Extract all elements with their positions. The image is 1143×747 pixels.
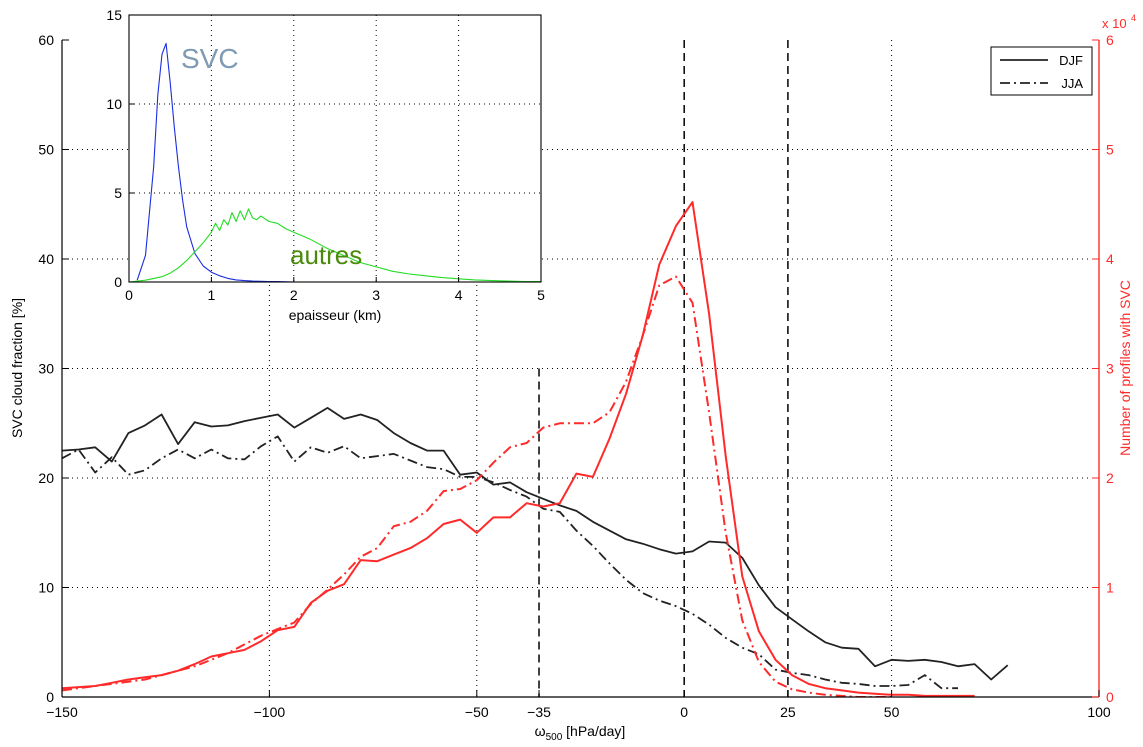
y-tick-label-right: 2 — [1106, 470, 1114, 486]
legend-label: DJF — [1059, 53, 1083, 68]
x-tick-label: 25 — [780, 704, 796, 720]
y-axis-label-left: SVC cloud fraction [%] — [9, 298, 25, 438]
y-tick-label-right: 3 — [1106, 361, 1114, 377]
right-axis-multiplier: x 10 — [1102, 16, 1127, 31]
series-line-djf-profiles — [62, 201, 975, 697]
y-tick-label-left: 0 — [46, 689, 54, 705]
y-tick-label-right: 0 — [1106, 689, 1114, 705]
x-tick-label: 0 — [680, 704, 688, 720]
inset-x-axis-label: epaisseur (km) — [289, 307, 382, 323]
inset-y-tick-label: 15 — [106, 7, 122, 23]
inset-plot: 0 1 2 3 4 5 0 5 10 15 epaisseur (km) SVC autres — [106, 7, 545, 323]
y-axis-label-right: Number of profiles with SVC — [1117, 280, 1133, 456]
legend: DJF JJA — [990, 46, 1093, 96]
series-line-djf — [62, 407, 1009, 681]
inset-frame — [128, 14, 542, 283]
inset-x-tick-label: 4 — [455, 287, 463, 303]
inset-series-line-svc — [136, 42, 294, 282]
inset-x-tick-label: 1 — [208, 287, 216, 303]
inset-x-tick-label: 3 — [372, 287, 380, 303]
inset-annotation-svc: SVC — [181, 43, 239, 74]
right-axis-multiplier-exponent: 4 — [1131, 13, 1136, 23]
y-tick-label-left: 10 — [38, 580, 54, 596]
x-tick-label: 100 — [1087, 704, 1111, 720]
x-tick-label: −35 — [527, 704, 551, 720]
legend-box — [990, 46, 1093, 96]
series-line-jja-profiles — [62, 275, 892, 697]
y-tick-label-left: 20 — [38, 470, 54, 486]
inset-x-tick-label: 2 — [290, 287, 298, 303]
series-group — [62, 201, 1009, 697]
y-tick-label-right: 6 — [1106, 32, 1114, 48]
inset-background — [129, 15, 541, 282]
inset-x-tick-label: 0 — [125, 287, 133, 303]
x-tick-label: −150 — [46, 704, 78, 720]
y-tick-label-right: 5 — [1106, 142, 1114, 158]
inset-series-line-autres — [129, 208, 541, 282]
series-line-jja — [62, 435, 958, 690]
inset-x-tick-label: 5 — [537, 287, 545, 303]
inset-series-group — [129, 42, 541, 282]
x-tick-label: −50 — [465, 704, 489, 720]
inset-annotation-autres: autres — [290, 240, 362, 270]
y-tick-label-right: 1 — [1106, 580, 1114, 596]
y-tick-label-left: 50 — [38, 142, 54, 158]
x-axis-label: ω500 [hPa/day] — [535, 723, 626, 742]
main-plot: −150 −100 −50 −35 0 25 50 100010203040506001234… — [9, 13, 1136, 743]
inset-y-tick-label: 0 — [114, 274, 122, 290]
y-tick-label-left: 30 — [38, 361, 54, 377]
legend-label: JJA — [1061, 76, 1083, 91]
x-tick-label: 50 — [884, 704, 900, 720]
inset-y-tick-label: 5 — [114, 185, 122, 201]
y-tick-label-left: 60 — [38, 32, 54, 48]
x-tick-label: −100 — [254, 704, 286, 720]
inset-y-tick-label: 10 — [106, 96, 122, 112]
y-tick-label-left: 40 — [38, 251, 54, 267]
y-tick-label-right: 4 — [1106, 251, 1114, 267]
